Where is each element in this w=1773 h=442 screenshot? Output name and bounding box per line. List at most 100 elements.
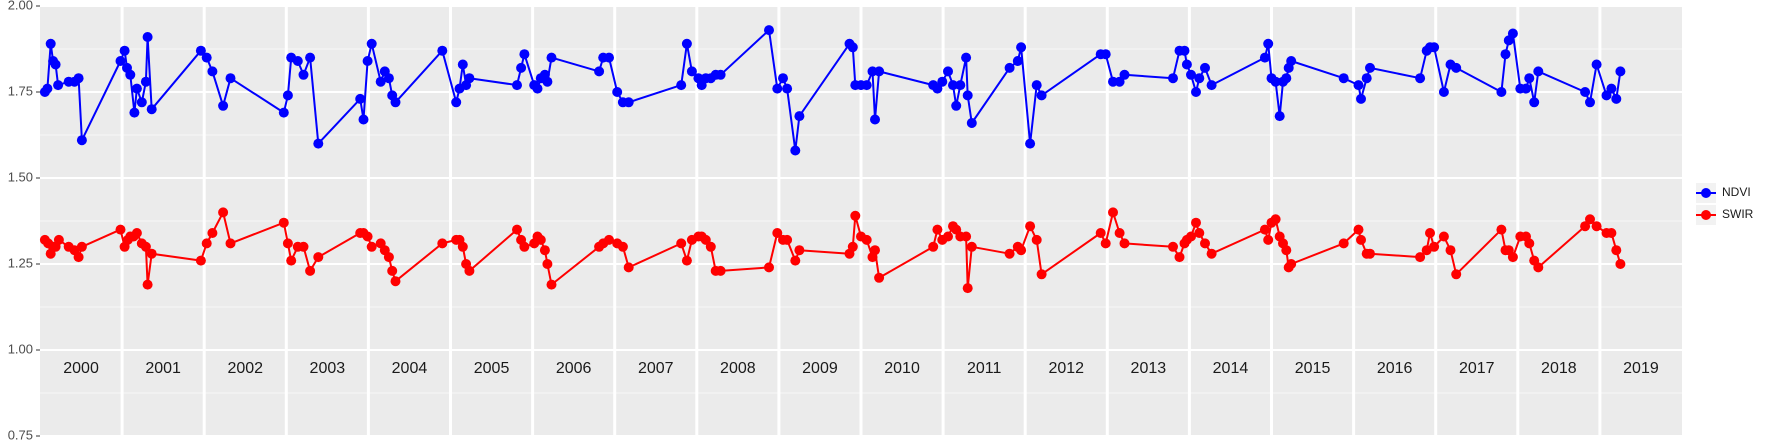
data-point-swir <box>1168 241 1178 252</box>
year-label: 2015 <box>1295 360 1331 377</box>
data-point-ndvi <box>772 83 783 94</box>
data-point-swir <box>53 234 64 245</box>
data-point-swir <box>700 234 711 245</box>
data-point-ndvi <box>355 93 366 104</box>
data-point-ndvi <box>594 66 605 77</box>
year-label: 2007 <box>638 360 674 377</box>
data-point-ndvi <box>1036 90 1047 101</box>
year-label: 2006 <box>556 360 592 377</box>
data-point-ndvi <box>464 73 475 84</box>
data-point-ndvi <box>1356 93 1366 104</box>
year-label: 2019 <box>1623 360 1659 377</box>
data-point-ndvi <box>140 76 151 87</box>
data-point-swir <box>1496 224 1507 235</box>
data-point-ndvi <box>512 80 522 91</box>
data-point-ndvi <box>136 97 147 108</box>
data-point-ndvi <box>383 73 394 84</box>
data-point-swir <box>715 265 726 276</box>
series-swir <box>39 207 1626 294</box>
data-point-swir <box>1100 238 1111 249</box>
data-point-swir <box>542 259 553 269</box>
data-point-ndvi <box>847 42 858 53</box>
year-label: 2013 <box>1131 360 1167 377</box>
data-point-swir <box>383 252 394 263</box>
data-point-swir <box>73 252 84 263</box>
data-point-swir <box>782 234 793 245</box>
data-point-ndvi <box>1270 76 1281 87</box>
data-point-swir <box>861 234 872 245</box>
data-point-ndvi <box>207 66 218 77</box>
data-point-swir <box>305 265 316 276</box>
data-point-ndvi <box>542 76 553 87</box>
data-point-swir <box>1507 252 1518 263</box>
y-tick-label: 0.75 <box>8 427 33 442</box>
data-point-ndvi <box>282 90 293 101</box>
data-point-swir <box>932 224 943 235</box>
data-point-swir <box>928 241 939 252</box>
data-point-ndvi <box>937 76 948 87</box>
data-point-ndvi <box>1274 111 1285 122</box>
data-point-ndvi <box>195 45 206 56</box>
data-point-ndvi <box>1179 45 1190 56</box>
data-point-swir <box>1286 259 1297 269</box>
data-point-ndvi <box>76 135 87 146</box>
data-point-swir <box>207 228 218 238</box>
data-point-swir <box>546 279 557 290</box>
data-point-ndvi <box>1263 38 1274 49</box>
data-point-swir <box>457 241 468 252</box>
data-point-swir <box>313 252 324 263</box>
data-point-ndvi <box>1031 80 1042 91</box>
data-point-ndvi <box>778 73 788 84</box>
data-point-ndvi <box>861 80 872 91</box>
data-point-ndvi <box>1451 62 1462 73</box>
year-label: 2010 <box>884 360 920 377</box>
data-point-swir <box>966 241 977 252</box>
year-label: 2004 <box>392 360 428 377</box>
y-tick-label: 1.75 <box>8 83 33 98</box>
legend-key-point <box>1701 188 1711 198</box>
data-point-ndvi <box>1181 59 1192 70</box>
data-point-swir <box>1533 262 1544 273</box>
data-point-ndvi <box>292 56 303 66</box>
data-point-ndvi <box>1191 87 1201 97</box>
data-point-swir <box>1206 248 1217 259</box>
data-point-ndvi <box>50 59 61 70</box>
data-point-ndvi <box>1415 73 1426 84</box>
y-tick-label: 1.50 <box>8 169 33 184</box>
data-point-ndvi <box>676 80 687 91</box>
data-point-swir <box>142 279 153 290</box>
data-point-swir <box>1438 231 1449 242</box>
data-point-swir <box>790 255 801 266</box>
data-point-swir <box>131 228 142 238</box>
data-point-swir <box>140 241 151 252</box>
data-point-ndvi <box>1524 73 1535 84</box>
data-point-swir <box>1356 234 1366 245</box>
data-point-ndvi <box>115 56 126 66</box>
data-point-swir <box>115 224 126 235</box>
data-point-swir <box>464 265 475 276</box>
data-point-swir <box>1591 221 1602 232</box>
data-point-ndvi <box>313 138 324 149</box>
data-point-swir <box>604 234 614 245</box>
year-labels: 2000 2001 2002 2003 2004 2005 2006 2007 2008 2009… <box>63 360 1659 377</box>
data-point-ndvi <box>604 52 614 63</box>
data-point-ndvi <box>1016 42 1027 53</box>
year-label: 2009 <box>802 360 838 377</box>
data-point-ndvi <box>782 83 793 94</box>
data-point-ndvi <box>532 83 543 94</box>
data-point-ndvi <box>546 52 557 63</box>
data-point-swir <box>218 207 229 218</box>
data-point-ndvi <box>146 104 157 115</box>
data-point-ndvi <box>1119 69 1130 80</box>
data-point-ndvi <box>1438 87 1449 97</box>
data-point-ndvi <box>1004 62 1015 73</box>
year-label: 2000 <box>63 360 99 377</box>
data-point-swir <box>617 241 628 252</box>
data-point-ndvi <box>129 107 140 118</box>
data-point-ndvi <box>1281 73 1292 84</box>
data-point-swir <box>847 241 858 252</box>
data-point-swir <box>961 231 972 242</box>
legend-label-ndvi: NDVI <box>1722 185 1751 199</box>
data-point-swir <box>437 238 448 249</box>
year-label: 2014 <box>1213 360 1249 377</box>
